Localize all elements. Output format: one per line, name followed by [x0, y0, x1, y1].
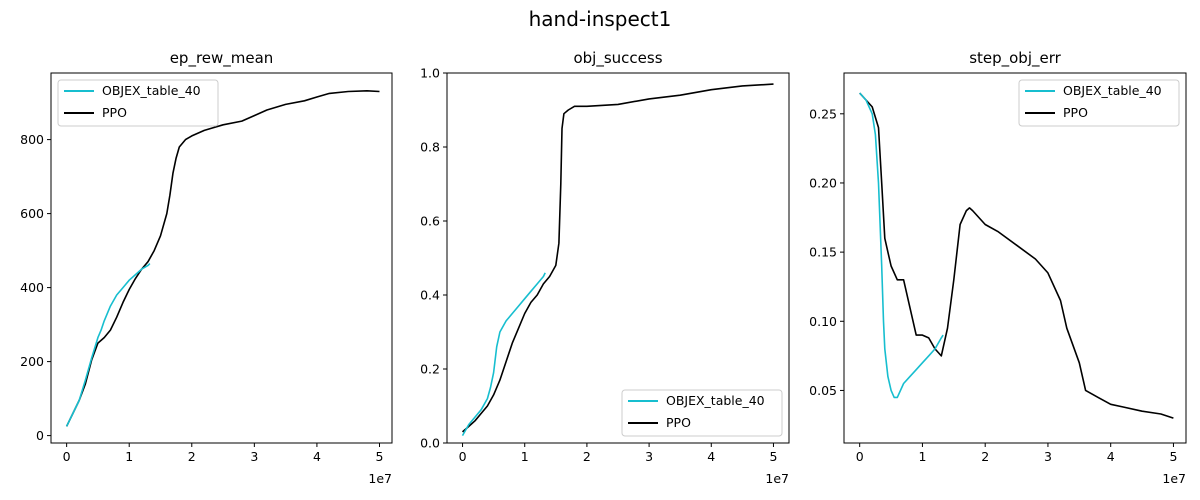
x-tick-label: 4 [313, 449, 321, 464]
x-multiplier-label: 1e7 [1162, 471, 1186, 486]
x-tick-label: 0 [856, 449, 864, 464]
legend-box [1018, 79, 1180, 127]
legend: OBJEX_table_40 PPO [621, 389, 783, 437]
y-tick-label: 600 [20, 206, 44, 221]
legend-label-objex: OBJEX_table_40 [666, 393, 765, 408]
series-line-ppo [65, 90, 380, 427]
y-tick-label: 800 [20, 132, 44, 147]
x-tick-label: 3 [645, 449, 653, 464]
y-tick-label: 200 [20, 354, 44, 369]
y-tick-label: 0.8 [420, 140, 440, 155]
x-tick-label: 2 [583, 449, 591, 464]
x-tick-label: 2 [188, 449, 196, 464]
x-tick-label: 3 [1044, 449, 1052, 464]
figure-title: hand-inspect1 [529, 7, 672, 31]
x-tick-label: 3 [250, 449, 258, 464]
y-tick-label: 0.05 [809, 383, 837, 398]
series-line-objex-table-40 [461, 272, 546, 436]
y-tick-label: 0.15 [809, 245, 837, 260]
panel-step-obj-err: step_obj_err 0 1 2 3 4 50.050.100.150.200.25 … [809, 49, 1187, 486]
x-tick-label: 5 [769, 449, 777, 464]
legend-box [621, 389, 783, 437]
y-tick-label: 0.10 [809, 314, 837, 329]
panel-title: obj_success [573, 49, 662, 68]
series-line-objex-table-40 [859, 92, 944, 399]
legend-label-ppo: PPO [102, 105, 127, 120]
y-tick-label: 1.0 [420, 66, 440, 81]
y-tick-label: 0.0 [420, 436, 440, 451]
plot-frame [50, 72, 393, 444]
x-tick-label: 0 [459, 449, 467, 464]
legend-label-objex: OBJEX_table_40 [1063, 83, 1162, 98]
legend-label-ppo: PPO [666, 415, 691, 430]
y-tick-label: 0 [36, 428, 44, 443]
x-tick-label: 1 [521, 449, 529, 464]
y-tick-label: 0.2 [420, 362, 440, 377]
legend-label-ppo: PPO [1063, 105, 1088, 120]
series-line-ppo [461, 83, 774, 433]
panel-title: step_obj_err [969, 49, 1061, 68]
y-tick-label: 0.6 [420, 214, 440, 229]
panel-ep-rew-mean: ep_rew_mean 0 1 2 3 4 5 0 200 400 600 800 1e7 OBJE… [20, 49, 393, 486]
legend-label-objex: OBJEX_table_40 [102, 83, 201, 98]
x-multiplier-label: 1e7 [368, 471, 392, 486]
panel-obj-success: obj_success 0 1 2 3 4 5 0.0 0.2 0.4 0.6 0.8 1.0 1e7… [420, 49, 790, 486]
plot-frame [843, 72, 1187, 444]
y-tick-label: 0.25 [809, 106, 837, 121]
x-tick-label: 0 [63, 449, 71, 464]
x-tick-label: 1 [918, 449, 926, 464]
legend-box [57, 79, 219, 127]
x-tick-label: 5 [376, 449, 384, 464]
x-tick-label: 2 [981, 449, 989, 464]
y-tick-label: 400 [20, 280, 44, 295]
y-tick-label: 0.20 [809, 175, 837, 190]
y-tick-label: 0.4 [420, 288, 440, 303]
legend: OBJEX_table_40 PPO [1018, 79, 1180, 127]
x-tick-label: 1 [125, 449, 133, 464]
panel-title: ep_rew_mean [170, 49, 274, 68]
x-multiplier-label: 1e7 [765, 471, 789, 486]
plot-frame [446, 72, 790, 444]
series-line-objex-table-40 [65, 263, 151, 427]
legend: OBJEX_table_40 PPO [57, 79, 219, 127]
x-tick-label: 4 [1107, 449, 1115, 464]
x-tick-label: 4 [707, 449, 715, 464]
x-tick-label: 5 [1169, 449, 1177, 464]
series-line-ppo [859, 92, 1174, 419]
